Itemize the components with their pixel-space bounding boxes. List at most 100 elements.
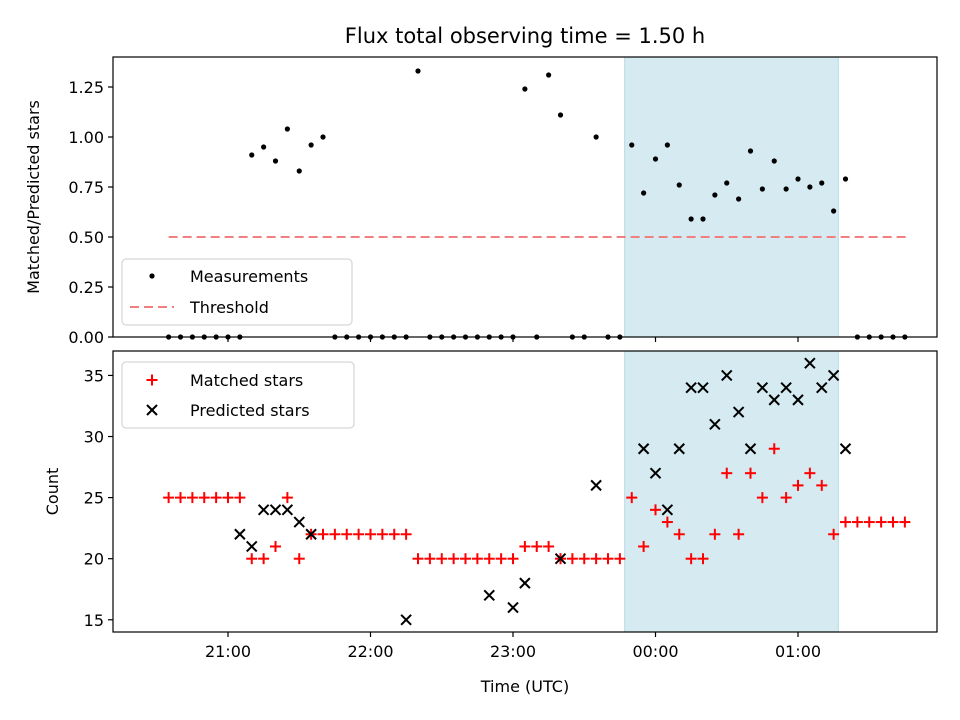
matched-star-point [460,553,471,565]
legend-matched-label: Matched stars [190,371,303,390]
measurement-point [676,182,682,188]
predicted-star-point [590,479,602,492]
matched-star-point [281,492,293,504]
predicted-star-point [507,601,519,614]
bottom-y-axis-label: Count [43,468,62,516]
matched-star-point [840,516,851,528]
matched-star-point [887,516,899,528]
measurement-point [593,134,599,140]
predicted-star-mark-b [792,394,804,406]
predicted-star-point [744,443,757,455]
matched-star-point [412,553,424,565]
count-panel: 15 20 25 30 35 21:00 22:00 23:00 00:00 01:00 Cou… [43,350,938,696]
matched-star-point [638,540,650,552]
matched-star-point [210,492,222,504]
measurement-point [736,196,742,202]
predicted-star-mark-b [507,601,519,614]
matched-star-point [756,492,768,504]
measurement-point [415,68,421,74]
predicted-star-mark-b [768,394,780,406]
matched-star-point [721,467,733,479]
predicted-star-point [816,381,828,394]
y-tick-label: 0.25 [68,278,104,297]
matched-star-point [424,553,436,565]
matched-star-point [614,553,626,565]
matched-star-point [673,528,685,540]
predicted-star-point [269,504,282,516]
predicted-star-mark-b [804,357,816,369]
matched-star-point [828,528,840,540]
legend-box [121,258,353,326]
predicted-star-point [804,357,816,369]
chart-title: Flux total observing time = 1.50 h [345,24,705,48]
matched-star-point [495,553,507,565]
matched-star-point [768,443,780,455]
measurement-point [641,190,647,196]
x-tick-label: 23:00 [490,642,536,661]
predicted-star-point [257,504,270,516]
matched-star-point [483,553,495,565]
matched-star-point [246,553,258,565]
top-legend: Measurements Threshold [121,258,353,326]
matched-star-point [507,553,519,565]
matched-star-point [899,516,911,528]
measurement-point [831,208,837,214]
matched-star-point [400,528,412,540]
predicted-star-mark-b [246,540,258,553]
matched-star-point [602,553,614,565]
predicted-star-mark-b [732,406,745,418]
measurement-point [759,186,765,192]
top-y-ticks: 0.00 0.25 0.50 0.75 1.00 1.25 [68,78,113,347]
predicted-star-point [732,406,745,418]
predicted-star-mark-b [756,381,769,394]
matched-star-point [578,553,590,565]
predicted-star-point [483,589,495,602]
legend-threshold-label: Threshold [189,298,269,317]
matched-star-point [875,516,887,528]
counts-layer [163,357,911,626]
measurement-point [249,152,255,158]
matched-star-point [234,492,246,504]
matched-star-point [851,516,863,528]
bottom-axes-frame [112,350,938,633]
matched-star-point [531,540,543,552]
matched-star-point [436,553,448,565]
predicted-star-mark-b [744,443,757,455]
predicted-star-point [519,577,531,589]
predicted-star-mark-b [637,443,650,455]
matched-star-point [804,467,816,479]
predicted-star-mark-b [685,381,697,394]
matched-star-point [293,553,305,565]
predicted-star-mark-b [234,528,246,540]
x-tick-label: 00:00 [632,642,678,661]
matched-star-point [792,479,804,491]
predicted-star-mark-b [839,443,852,455]
matched-star-point [329,528,341,540]
predicted-star-mark-b [697,381,709,394]
predicted-star-mark-b [827,369,840,382]
predicted-star-point [637,443,650,455]
legend-predicted-label: Predicted stars [190,401,310,420]
matched-star-point [685,553,697,565]
matched-star-point [519,540,531,552]
matched-star-point [733,528,745,540]
matched-star-point [816,479,828,491]
matched-star-point [365,528,376,540]
x-axis-label: Time (UTC) [480,677,569,696]
predicted-star-mark-b [400,614,412,626]
matched-star-point [863,516,875,528]
measurement-point [557,112,564,118]
predicted-star-point [768,394,780,406]
predicted-star-point [827,369,840,382]
matched-star-point [376,528,388,540]
matched-star-point [709,528,721,540]
predicted-star-point [673,443,685,455]
measurement-point [771,158,777,164]
predicted-star-point [839,443,852,455]
matched-star-point [661,516,673,528]
predicted-star-point [756,381,769,394]
observing-window-shade [624,350,839,633]
x-tick-label: 21:00 [205,642,251,661]
y-tick-label: 15 [84,611,104,630]
